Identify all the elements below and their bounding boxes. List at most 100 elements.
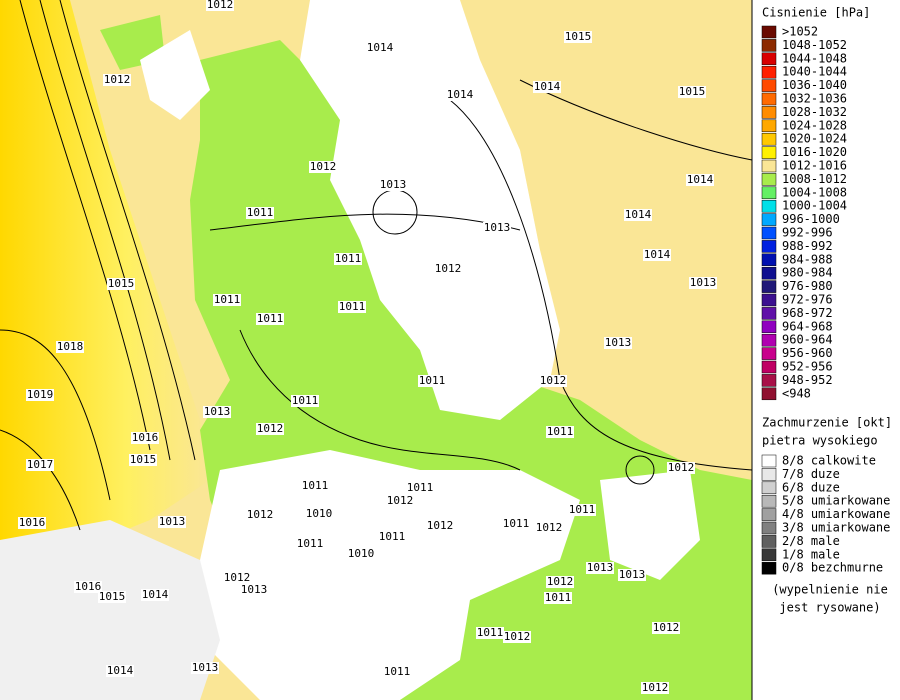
legend-label: >1052 (782, 25, 818, 39)
cloud-area (0, 520, 220, 700)
label-box (446, 89, 474, 101)
legend-swatch (761, 213, 777, 226)
isobar-label: 1018 (57, 340, 84, 353)
legend-label: 1024-1028 (782, 118, 847, 132)
legend-swatch (761, 240, 777, 253)
isobar-label: 1012 (257, 422, 284, 435)
isobar-label: 1012 (207, 0, 234, 11)
legend-swatch (761, 387, 777, 401)
legend-swatch (761, 173, 777, 186)
label-box (141, 589, 169, 601)
isobar-line (0, 329, 111, 501)
isobar-label: 1012 (504, 630, 531, 643)
label-box (678, 86, 706, 98)
label-box (476, 627, 504, 639)
legend-swatch (761, 481, 777, 495)
label-box (129, 454, 157, 466)
isobar-label: 1013 (204, 405, 231, 418)
label-box (546, 576, 574, 588)
isobar-label: 1013 (159, 515, 186, 528)
legend-label: 7/8 duze (782, 467, 840, 481)
legend-label: 1008-1012 (782, 172, 847, 186)
isobar-label: 1019 (27, 388, 54, 401)
legend-swatch (761, 347, 777, 360)
legend-swatch (761, 548, 777, 562)
legend-label: <948 (782, 386, 811, 400)
label-box (539, 375, 567, 387)
isobar-label: 1016 (75, 580, 102, 593)
label-box (158, 516, 186, 528)
legend-swatch (761, 320, 777, 334)
isobar-line (19, 0, 151, 451)
isobar-label: 1013 (690, 276, 717, 289)
legend-note: (wypelnienie nie (772, 583, 888, 597)
label-box (502, 518, 530, 530)
legend-label: 1036-1040 (782, 78, 847, 92)
legend-label: 964-968 (782, 319, 833, 333)
legend-label: 1048-1052 (782, 38, 847, 52)
isobar-label: 1014 (687, 173, 714, 186)
label-box (689, 277, 717, 289)
isobar-label: 1011 (335, 252, 362, 265)
label-box (305, 508, 333, 520)
isobar-label: 1011 (297, 537, 324, 550)
legend-swatch (761, 360, 777, 374)
legend-swatch (761, 468, 777, 481)
label-box (338, 301, 366, 313)
label-box (203, 406, 231, 418)
label-box (103, 74, 131, 86)
label-box (406, 482, 434, 494)
label-box (568, 504, 596, 516)
legend-label: 1020-1024 (782, 132, 847, 146)
legend-label: 960-964 (782, 333, 833, 347)
legend-label: 1032-1036 (782, 92, 847, 106)
label-box (191, 662, 219, 674)
label-box (386, 495, 414, 507)
label-box (26, 459, 54, 471)
cloud-area (600, 470, 700, 580)
legend-label: 980-984 (782, 266, 833, 280)
label-box (383, 666, 411, 678)
legend-label: 972-976 (782, 293, 833, 307)
isobar-label: 1010 (306, 507, 333, 520)
label-box (366, 42, 394, 54)
isobar-label: 1011 (257, 312, 284, 325)
legend: Cisnienie [hPa]>10521048-10521044-104810… (761, 6, 892, 615)
legend-title: Zachmurzenie [okt] (762, 416, 892, 430)
isobar-label: 1014 (447, 88, 474, 101)
isobar-label: 1011 (379, 530, 406, 543)
label-box (291, 395, 319, 407)
label-box (98, 591, 126, 603)
label-box (533, 81, 561, 93)
legend-label: 8/8 calkowite (782, 454, 876, 468)
isobar-label: 1014 (107, 664, 134, 677)
isobar-label: 1012 (427, 519, 454, 532)
isobar-line (239, 329, 521, 471)
label-box (503, 631, 531, 643)
isobar-label: 1014 (534, 80, 561, 93)
isobar-label: 1012 (247, 508, 274, 521)
legend-label: 1004-1008 (782, 185, 847, 199)
isobar-label: 1011 (247, 206, 274, 219)
isobar-label: 1011 (547, 425, 574, 438)
label-box (18, 517, 46, 529)
label-box (256, 423, 284, 435)
label-box (586, 562, 614, 574)
legend-label: 1028-1032 (782, 105, 847, 119)
legend-swatch (761, 79, 777, 92)
cloud-area (200, 450, 580, 700)
legend-swatch (761, 52, 777, 66)
label-box (618, 569, 646, 581)
isobar-label: 1012 (310, 160, 337, 173)
isobar-label: 1012 (540, 374, 567, 387)
legend-swatch (761, 266, 777, 280)
legend-swatch (761, 199, 777, 213)
label-box (564, 31, 592, 43)
isobar-line (209, 213, 521, 231)
isobar-line (59, 0, 196, 461)
label-box (223, 572, 251, 584)
legend-swatch (761, 186, 777, 200)
